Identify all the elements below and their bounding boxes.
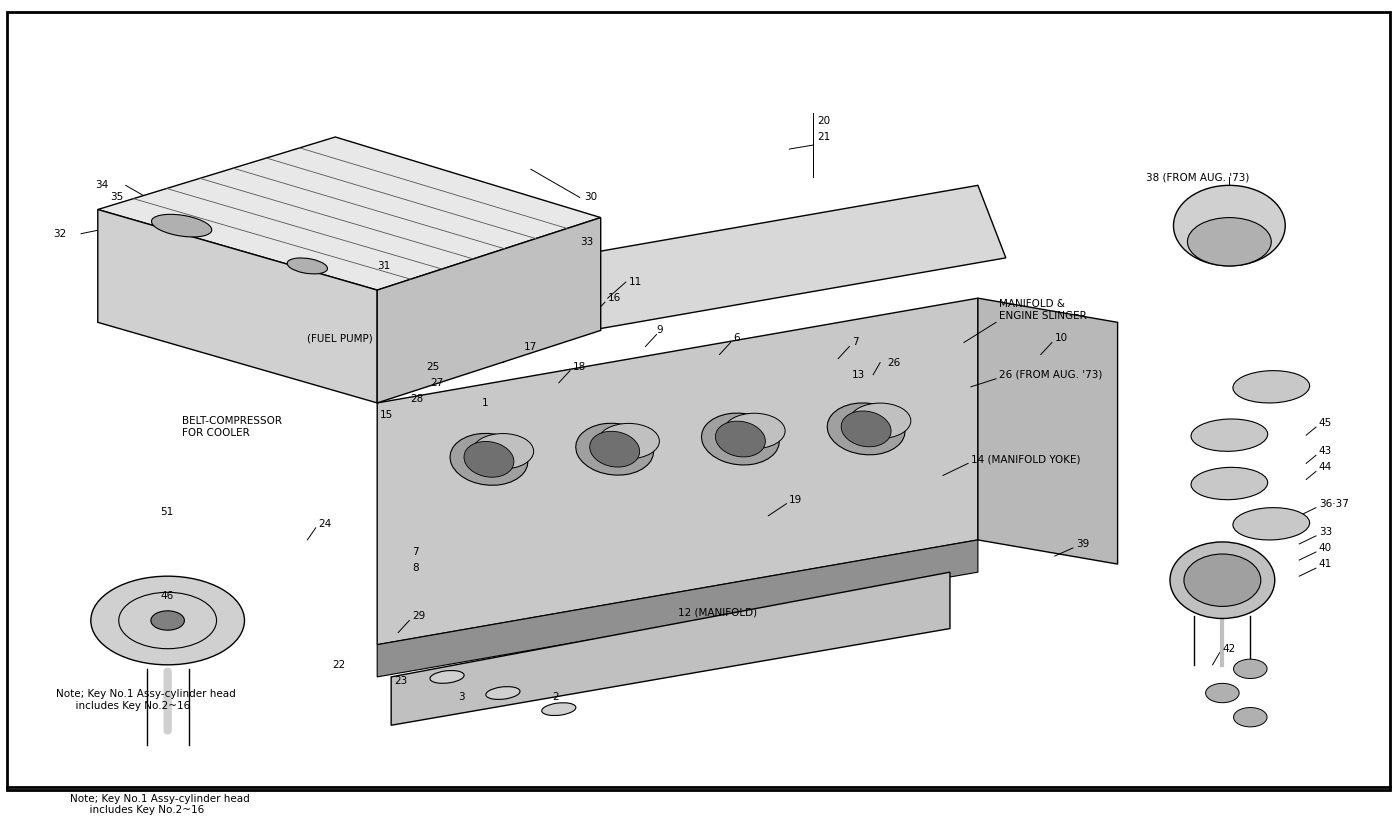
Polygon shape [98, 137, 601, 290]
Text: 33: 33 [1319, 527, 1331, 537]
Text: 34: 34 [95, 180, 108, 191]
Text: 29: 29 [412, 612, 425, 622]
Circle shape [1206, 683, 1239, 703]
Ellipse shape [1183, 554, 1260, 606]
Ellipse shape [715, 421, 766, 457]
Ellipse shape [576, 423, 654, 475]
Text: Note; Key No.1 Assy-cylinder head
      includes Key No.2~16: Note; Key No.1 Assy-cylinder head includ… [70, 793, 250, 816]
Text: 40: 40 [1319, 543, 1331, 553]
Ellipse shape [486, 686, 520, 699]
Polygon shape [98, 209, 377, 403]
Ellipse shape [1234, 371, 1309, 403]
Text: 31: 31 [377, 261, 390, 271]
Text: 17: 17 [524, 341, 536, 352]
Polygon shape [978, 299, 1118, 564]
Ellipse shape [430, 671, 464, 683]
Ellipse shape [542, 703, 576, 716]
Text: 39: 39 [1076, 539, 1088, 549]
Ellipse shape [590, 431, 640, 467]
Text: 41: 41 [1319, 559, 1331, 569]
Text: 19: 19 [789, 495, 802, 505]
Ellipse shape [827, 403, 905, 455]
Ellipse shape [1192, 467, 1267, 500]
Ellipse shape [464, 442, 514, 477]
Text: 35: 35 [110, 192, 123, 202]
Text: 8: 8 [412, 563, 419, 573]
Circle shape [724, 413, 785, 449]
Polygon shape [377, 186, 1006, 362]
Text: 1: 1 [482, 398, 489, 408]
Ellipse shape [841, 411, 891, 447]
Text: 51: 51 [161, 506, 173, 517]
Text: 15: 15 [380, 410, 393, 420]
Text: 26: 26 [887, 357, 900, 367]
Text: 14 (MANIFOLD YOKE): 14 (MANIFOLD YOKE) [971, 454, 1080, 465]
Text: 30: 30 [584, 192, 597, 202]
Ellipse shape [288, 258, 327, 274]
Circle shape [598, 424, 659, 459]
Text: 2: 2 [552, 692, 559, 702]
Circle shape [1234, 659, 1267, 678]
Text: Note; Key No.1 Assy-cylinder head
      includes Key No.2~16: Note; Key No.1 Assy-cylinder head includ… [56, 689, 236, 711]
Text: 18: 18 [573, 362, 585, 371]
Text: 46: 46 [161, 591, 173, 601]
Circle shape [472, 434, 534, 469]
Ellipse shape [151, 214, 212, 237]
Text: 44: 44 [1319, 462, 1331, 472]
Ellipse shape [1169, 542, 1274, 618]
Text: 13: 13 [852, 370, 865, 380]
Polygon shape [391, 572, 950, 726]
Text: 32: 32 [53, 229, 66, 239]
Ellipse shape [701, 413, 780, 465]
Text: MANIFOLD &
ENGINE SLINGER: MANIFOLD & ENGINE SLINGER [999, 299, 1087, 321]
Text: 26 (FROM AUG. '73): 26 (FROM AUG. '73) [999, 370, 1102, 380]
Text: 45: 45 [1319, 418, 1331, 428]
Text: 3: 3 [458, 692, 465, 702]
Text: 9: 9 [657, 326, 664, 335]
Circle shape [849, 403, 911, 438]
Circle shape [151, 611, 184, 630]
Polygon shape [377, 540, 978, 677]
Text: 20: 20 [817, 116, 830, 126]
Text: 23: 23 [394, 676, 407, 686]
Circle shape [1234, 708, 1267, 727]
Ellipse shape [1192, 419, 1267, 452]
Ellipse shape [450, 434, 528, 485]
Text: BELT-COMPRESSOR
FOR COOLER: BELT-COMPRESSOR FOR COOLER [182, 416, 282, 438]
Text: 21: 21 [817, 132, 830, 142]
Text: 24: 24 [319, 519, 331, 528]
Text: 7: 7 [412, 547, 419, 557]
Ellipse shape [1187, 218, 1271, 266]
Text: 27: 27 [430, 378, 443, 388]
Ellipse shape [1234, 508, 1309, 540]
Polygon shape [377, 218, 601, 403]
Text: 43: 43 [1319, 447, 1331, 456]
Text: 28: 28 [411, 394, 423, 404]
Text: 42: 42 [1222, 644, 1235, 654]
Text: 25: 25 [426, 362, 439, 371]
Text: 22: 22 [332, 660, 345, 670]
Polygon shape [377, 299, 978, 645]
Text: 7: 7 [852, 338, 859, 348]
Text: 38 (FROM AUG. '73): 38 (FROM AUG. '73) [1146, 173, 1249, 182]
Text: 11: 11 [629, 277, 641, 287]
Text: (FUEL PUMP): (FUEL PUMP) [307, 334, 373, 344]
Text: 12 (MANIFOLD): 12 (MANIFOLD) [678, 608, 757, 618]
Text: 16: 16 [608, 293, 620, 303]
Text: 6: 6 [733, 334, 740, 344]
Text: 10: 10 [1055, 334, 1067, 344]
Text: 36·37: 36·37 [1319, 499, 1348, 509]
Ellipse shape [1173, 186, 1285, 266]
Text: 33: 33 [580, 236, 592, 247]
Circle shape [91, 576, 244, 665]
